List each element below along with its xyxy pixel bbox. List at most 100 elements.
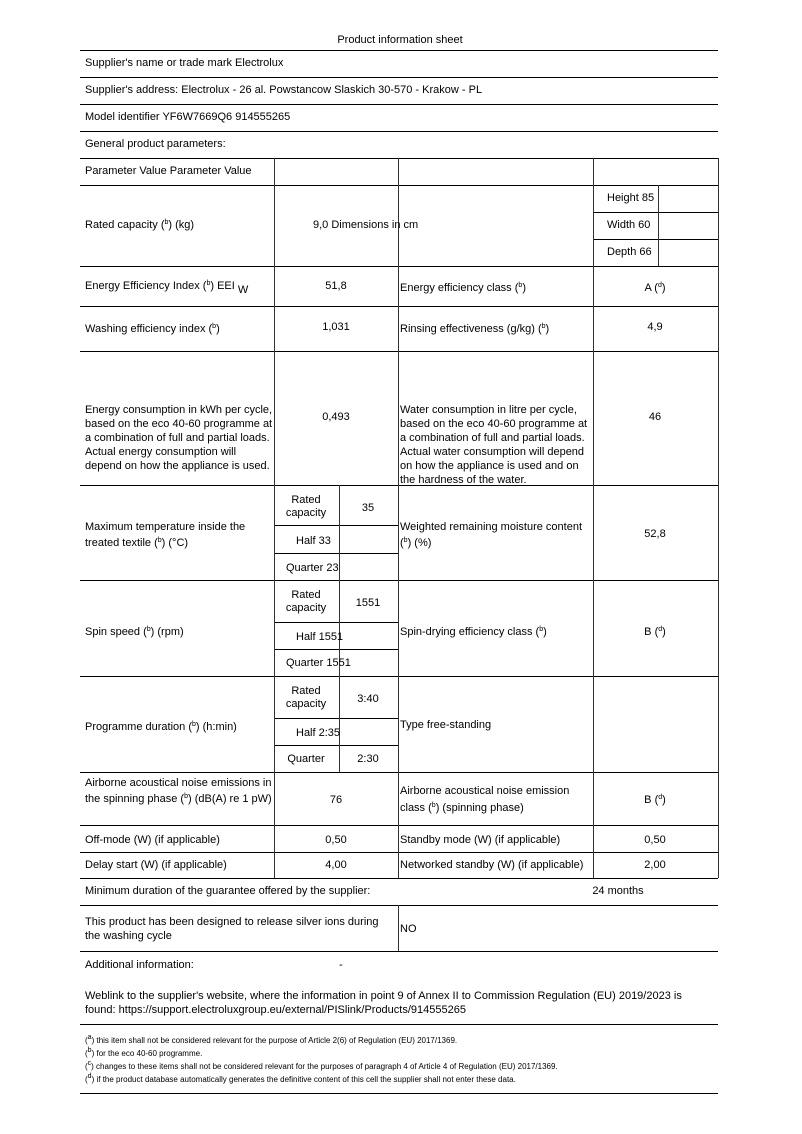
- divider: [398, 158, 399, 878]
- divider: [398, 905, 399, 951]
- divider: [274, 649, 398, 650]
- energy-consumption-value: 0,493: [322, 411, 350, 423]
- divider: [80, 158, 718, 159]
- eei-label-text: Energy Efficiency Index (b) EEI: [85, 280, 235, 292]
- rinsing-label: Rinsing effectiveness (g/kg) (b): [400, 323, 550, 335]
- spin-half: Half 1551: [296, 631, 344, 643]
- spin-rated-value: 1551: [355, 597, 381, 609]
- energy-class-label: Energy efficiency class (b): [400, 282, 526, 294]
- divider: [80, 878, 718, 879]
- divider: [593, 158, 594, 878]
- divider: [80, 77, 718, 78]
- spin-speed-label: Spin speed (b) (rpm): [85, 626, 184, 638]
- divider: [718, 158, 719, 878]
- silver-ions-value: NO: [400, 923, 417, 935]
- divider: [80, 825, 718, 826]
- divider: [593, 212, 718, 213]
- noise-class-label: Airborne acoustical noise emission class…: [400, 785, 570, 814]
- table-header: Parameter Value Parameter Value: [85, 165, 252, 177]
- divider: [80, 852, 718, 853]
- supplier-address: Supplier's address: Electrolux - 26 al. …: [85, 84, 483, 96]
- model-identifier: Model identifier YF6W7669Q6 914555265: [85, 111, 291, 123]
- divider: [80, 905, 718, 906]
- divider: [274, 158, 275, 878]
- divider: [80, 131, 718, 132]
- duration-quarter-label: Quarter: [287, 753, 325, 765]
- duration-rated-label: Rated capacity: [285, 685, 327, 710]
- divider: [80, 676, 718, 677]
- duration-quarter-value: 2:30: [357, 753, 379, 765]
- rated-capacity-label: Rated capacity (b) (kg): [85, 219, 195, 231]
- divider: [593, 239, 718, 240]
- washing-index-label: Washing efficiency index (b): [85, 323, 220, 335]
- spin-class-value: B (d): [644, 626, 666, 638]
- supplier-name: Supplier's name or trade mark Electrolux: [85, 57, 284, 69]
- washing-index-value: 1,031: [322, 321, 350, 333]
- duration-label: Programme duration (b) (h:min): [85, 721, 237, 733]
- divider: [80, 266, 718, 267]
- footnote-a: (a) this item shall not be considered re…: [85, 1034, 458, 1045]
- footnote-c: (c) changes to these items shall not be …: [85, 1060, 558, 1071]
- height-value: Height 85: [607, 192, 655, 204]
- standby-value: 0,50: [644, 834, 666, 846]
- eei-label: Energy Efficiency Index (b) EEI W: [85, 279, 249, 296]
- guarantee-label: Minimum duration of the guarantee offere…: [85, 885, 371, 897]
- divider: [274, 718, 398, 719]
- standby-label: Standby mode (W) (if applicable): [400, 834, 561, 846]
- divider: [80, 1024, 718, 1025]
- eei-subscript: W: [237, 284, 249, 296]
- divider: [80, 951, 718, 952]
- divider: [80, 772, 718, 773]
- rated-capacity-value: 9,0 Dimensions in cm: [313, 219, 419, 231]
- spin-rated-label: Rated capacity: [285, 589, 327, 614]
- energy-consumption-label: Energy consumption in kWh per cycle, bas…: [85, 404, 273, 472]
- noise-value: 76: [329, 794, 343, 806]
- weblink-text[interactable]: Weblink to the supplier's website, where…: [85, 990, 682, 1016]
- delay-start-label: Delay start (W) (if applicable): [85, 859, 227, 871]
- depth-value: Depth 66: [607, 246, 652, 258]
- duration-rated-value: 3:40: [357, 693, 379, 705]
- general-parameters-heading: General product parameters:: [85, 138, 226, 150]
- temp-rated-value: 35: [361, 502, 375, 514]
- page-title: Product information sheet: [337, 34, 463, 46]
- footnote-b: (b) for the eco 40-60 programme.: [85, 1047, 203, 1058]
- divider: [80, 50, 718, 51]
- divider: [80, 580, 718, 581]
- off-mode-label: Off-mode (W) (if applicable): [85, 834, 220, 846]
- divider: [80, 351, 718, 352]
- eei-value: 51,8: [325, 280, 347, 292]
- networked-standby-value: 2,00: [644, 859, 666, 871]
- energy-class-value: A (d): [644, 282, 666, 294]
- divider: [274, 622, 398, 623]
- divider: [80, 185, 718, 186]
- divider: [274, 553, 398, 554]
- noise-class-value: B (d): [644, 794, 666, 806]
- temp-quarter: Quarter 23: [286, 562, 339, 574]
- divider: [339, 485, 340, 772]
- moisture-value: 52,8: [644, 528, 666, 540]
- networked-standby-label: Networked standby (W) (if applicable): [400, 859, 584, 871]
- divider: [274, 745, 398, 746]
- guarantee-value: 24 months: [592, 885, 644, 897]
- divider: [658, 185, 659, 266]
- noise-label: Airborne acoustical noise emissions in t…: [85, 777, 272, 805]
- divider: [80, 104, 718, 105]
- moisture-label: Weighted remaining moisture content (b) …: [400, 521, 583, 549]
- additional-info-label: Additional information:: [85, 959, 194, 971]
- divider: [80, 306, 718, 307]
- type-label: Type free-standing: [400, 719, 492, 731]
- divider: [80, 1093, 718, 1094]
- additional-info-value: -: [339, 959, 343, 971]
- delay-start-value: 4,00: [325, 859, 347, 871]
- spin-quarter: Quarter 1551: [286, 657, 351, 669]
- footnote-d: (d) if the product database automaticall…: [85, 1073, 516, 1084]
- temp-half: Half 33: [296, 535, 331, 547]
- temp-rated-label: Rated capacity: [285, 494, 327, 519]
- water-consumption-label: Water consumption in litre per cycle, ba…: [400, 404, 588, 486]
- divider: [274, 525, 398, 526]
- duration-half: Half 2:35: [296, 727, 341, 739]
- water-consumption-value: 46: [648, 411, 662, 423]
- divider: [80, 485, 718, 486]
- width-value: Width 60: [607, 219, 651, 231]
